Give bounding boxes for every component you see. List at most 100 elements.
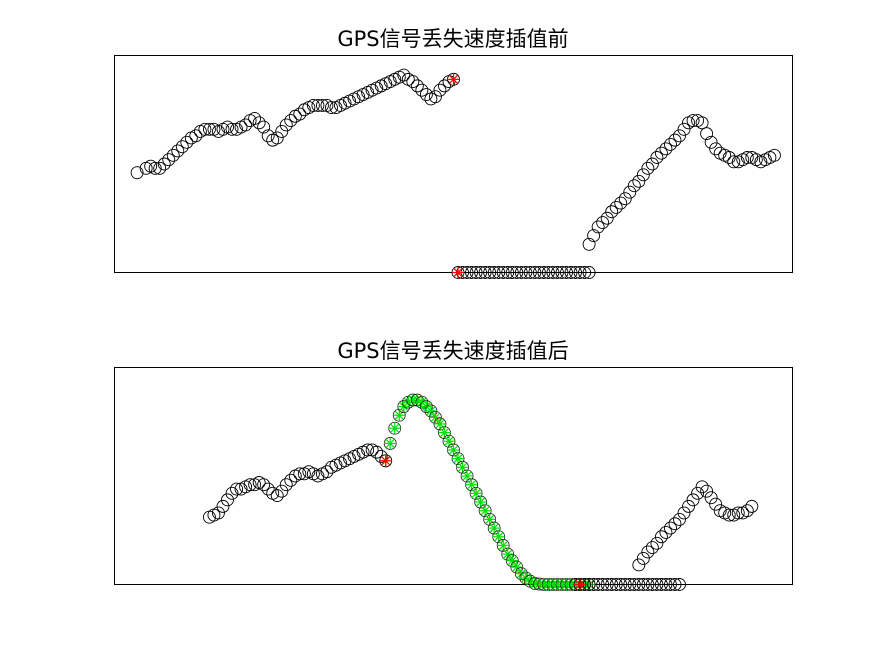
data-point	[573, 266, 587, 279]
data-point	[406, 75, 420, 88]
plot-marks-bottom	[202, 393, 759, 591]
data-point	[189, 129, 203, 143]
data-point	[605, 205, 619, 219]
chart-bottom: GPS信号丢失速度插值后	[114, 339, 793, 591]
data-point	[474, 266, 488, 279]
data-point	[492, 266, 506, 279]
data-point	[279, 118, 293, 132]
data-point	[293, 107, 307, 121]
data-point	[510, 266, 524, 279]
data-point	[677, 122, 691, 136]
data-point	[745, 499, 759, 513]
data-point	[677, 506, 691, 520]
data-point	[551, 266, 564, 279]
data-point	[673, 512, 686, 526]
data-point	[483, 266, 497, 279]
data-point	[279, 478, 293, 492]
data-point	[433, 83, 447, 97]
data-point	[623, 185, 637, 199]
data-point	[171, 144, 185, 158]
data-point	[641, 161, 655, 175]
data-point	[175, 140, 189, 154]
data-point	[645, 157, 659, 171]
plot-marks-top	[130, 68, 781, 279]
interpolated-star-marker	[429, 411, 442, 424]
data-point	[609, 200, 623, 214]
data-point	[659, 142, 673, 156]
data-point	[609, 578, 623, 591]
data-point	[410, 79, 424, 93]
data-point	[700, 127, 714, 141]
data-point	[722, 508, 736, 522]
interpolated-star-marker	[506, 554, 519, 567]
data-point	[261, 482, 275, 496]
data-point	[618, 192, 632, 206]
data-point	[664, 521, 677, 535]
data-point	[627, 578, 641, 591]
data-point	[257, 120, 271, 134]
data-point	[496, 266, 510, 279]
data-point	[528, 266, 542, 279]
endpoint-star-marker	[574, 578, 587, 591]
data-point	[501, 266, 515, 279]
data-point	[361, 443, 375, 457]
data-point	[569, 266, 582, 279]
data-point	[614, 578, 628, 591]
endpoint-star-marker	[452, 266, 465, 279]
data-point	[596, 578, 610, 591]
endpoint-star-marker	[379, 454, 392, 467]
data-point	[252, 116, 266, 130]
data-point	[704, 491, 718, 505]
data-point	[767, 148, 781, 162]
data-point	[198, 122, 212, 136]
data-point	[632, 558, 646, 572]
data-point	[596, 216, 610, 230]
data-point	[560, 266, 573, 279]
interpolated-star-marker	[384, 437, 397, 450]
data-point	[700, 484, 714, 498]
data-point	[587, 229, 601, 243]
data-point	[636, 552, 650, 565]
data-point	[212, 506, 225, 520]
data-point	[650, 536, 664, 550]
data-point	[505, 266, 519, 279]
endpoint-star-marker	[447, 73, 460, 86]
data-point	[654, 578, 668, 591]
data-point	[162, 153, 176, 167]
chart-title-top: GPS信号丢失速度插值前	[337, 27, 568, 51]
data-point	[673, 129, 686, 143]
data-point	[645, 578, 659, 591]
data-point	[605, 578, 619, 591]
data-point	[221, 493, 234, 507]
data-point	[225, 122, 239, 136]
data-point	[397, 68, 411, 82]
interpolated-star-marker	[447, 443, 460, 456]
data-point	[623, 578, 637, 591]
data-point	[320, 465, 334, 479]
interpolated-star-marker	[501, 548, 514, 561]
data-point	[284, 473, 298, 487]
data-point	[709, 497, 723, 511]
data-point	[668, 133, 682, 147]
data-point	[709, 142, 723, 156]
data-point	[582, 237, 596, 251]
data-point	[148, 161, 162, 175]
data-point	[614, 196, 628, 210]
data-point	[419, 88, 433, 102]
data-point	[740, 151, 754, 164]
interpolated-star-marker	[388, 422, 401, 435]
data-point	[306, 98, 320, 112]
data-point	[370, 445, 384, 459]
data-point	[202, 122, 216, 136]
data-point	[478, 266, 492, 279]
data-point	[180, 135, 194, 149]
data-point	[704, 135, 718, 149]
data-point	[225, 486, 239, 500]
data-point	[695, 116, 709, 130]
data-point	[668, 517, 682, 531]
data-point	[645, 541, 659, 555]
data-point	[166, 148, 180, 162]
data-point	[230, 482, 243, 496]
data-point	[546, 266, 560, 279]
data-point	[673, 578, 686, 591]
